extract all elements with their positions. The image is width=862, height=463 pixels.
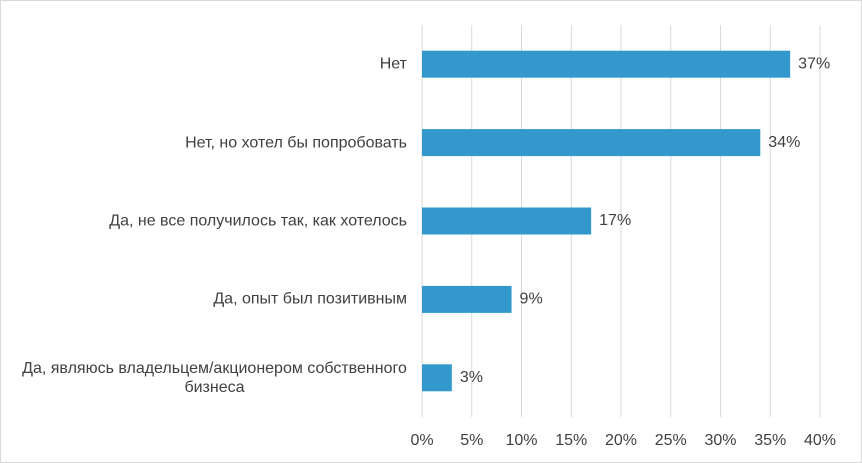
bar — [422, 364, 452, 392]
category-label-box: Да, опыт был позитивным — [7, 290, 407, 309]
x-tick-label: 10% — [505, 432, 537, 449]
data-label: 9% — [520, 291, 543, 308]
x-tick-label: 25% — [655, 432, 687, 449]
category-label-box: Нет, но хотел бы попробовать — [7, 133, 407, 152]
x-tick-label: 20% — [605, 432, 637, 449]
y-tick-label: Да, являюсь владельцем/акционером собств… — [22, 359, 407, 396]
bar — [422, 129, 761, 157]
data-label: 3% — [460, 369, 483, 386]
x-tick-label: 5% — [460, 432, 483, 449]
x-tick-label: 35% — [754, 432, 786, 449]
y-tick-label: Да, опыт был позитивным — [213, 290, 407, 308]
data-label: 34% — [768, 134, 800, 151]
bar — [422, 50, 791, 78]
x-tick-label: 15% — [555, 432, 587, 449]
category-label-box: Да, являюсь владельцем/акционером собств… — [7, 359, 407, 397]
x-tick-label: 0% — [410, 432, 433, 449]
data-label: 37% — [798, 55, 830, 72]
category-label-box: Нет — [7, 55, 407, 74]
y-tick-label: Нет — [379, 55, 407, 73]
bar — [422, 207, 592, 235]
data-label: 17% — [599, 212, 631, 229]
y-tick-label: Нет, но хотел бы попробовать — [185, 134, 407, 152]
x-tick-label: 30% — [704, 432, 736, 449]
category-label-box: Да, не все получилось так, как хотелось — [7, 212, 407, 231]
y-tick-label: Да, не все получилось так, как хотелось — [109, 212, 407, 230]
bar — [422, 285, 512, 313]
x-tick-label: 40% — [804, 432, 836, 449]
